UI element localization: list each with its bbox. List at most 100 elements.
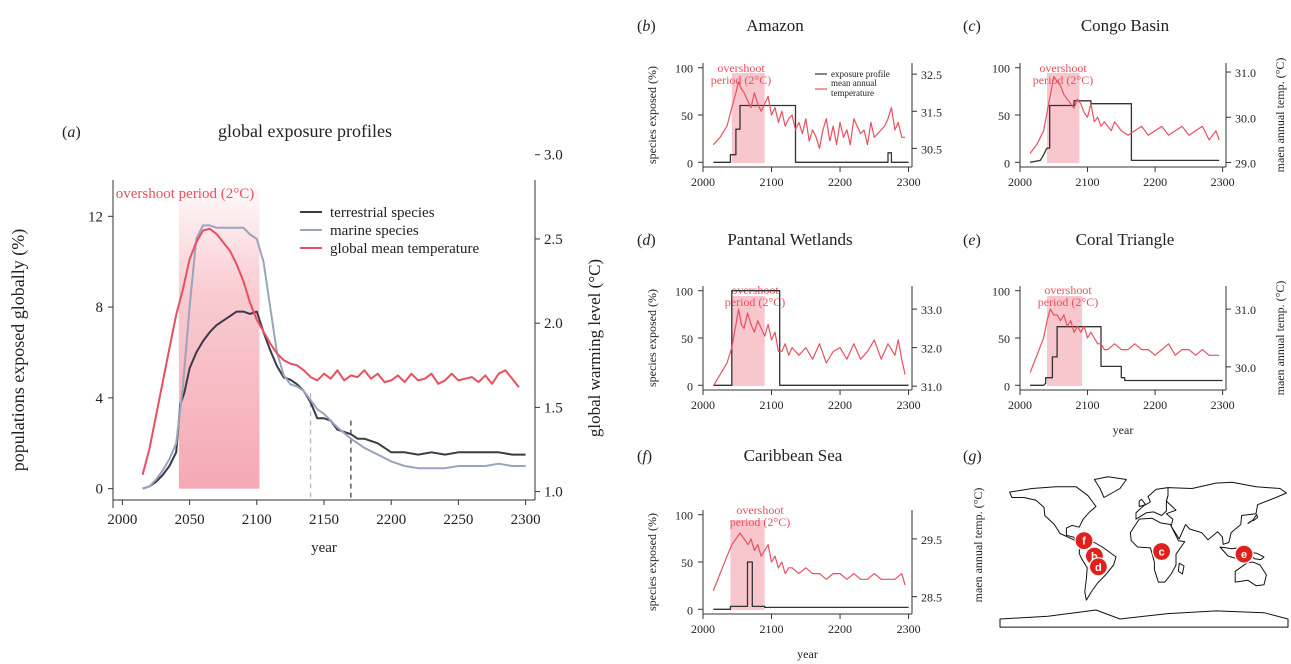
legend-entry-line2: temperature (831, 88, 874, 98)
y2-tick-label: 1.5 (544, 400, 563, 416)
overshoot-band (1047, 73, 1080, 163)
region-marker (1234, 544, 1254, 564)
island-madagascar (1177, 562, 1185, 575)
x-tick-label: 2300 (1211, 175, 1235, 189)
region-marker-label: b (1091, 551, 1098, 563)
y2-tick-label: 29.0 (1235, 156, 1256, 170)
overshoot-label: overshoot (736, 503, 784, 517)
series-line (712, 308, 906, 387)
x-tick-label: 2200 (828, 398, 852, 412)
y-tick-label: 100 (992, 285, 1010, 299)
chart-title: Congo Basin (1081, 16, 1170, 35)
legend-entry: exposure profile (831, 69, 890, 79)
y2-tick-label: 31.0 (1235, 303, 1256, 317)
island-britain (1138, 498, 1147, 507)
overshoot-label-line2: period (2°C) (725, 295, 785, 309)
series-line (713, 104, 909, 163)
continent-australia (1234, 561, 1267, 587)
series-line (1029, 308, 1220, 373)
map-panel: (g) maen annual temp. (°C) fbd c e (963, 448, 1289, 628)
region-marker (1088, 557, 1109, 577)
series-line (142, 310, 526, 490)
y2-tick-label: 32.5 (921, 68, 942, 82)
y-tick-label: 8 (96, 300, 104, 316)
overshoot-label-line2: period (2°C) (1038, 295, 1098, 309)
x-tick-label: 2250 (443, 512, 473, 528)
x-tick-label: 2100 (760, 398, 784, 412)
series-line (142, 224, 526, 490)
overshoot-band (731, 296, 765, 386)
y2-tick-label: 32.0 (921, 342, 942, 356)
y2-tick-label: 1.0 (544, 485, 563, 501)
panel-label: (c) (963, 18, 981, 35)
y-tick-label: 100 (675, 62, 693, 76)
x-tick-label: 2000 (1008, 398, 1032, 412)
y2-tick-label: 31.0 (1235, 66, 1256, 80)
y-tick-label: 12 (88, 209, 103, 225)
series-line (713, 290, 909, 386)
y-axis-label: species exposed (%) (645, 513, 659, 611)
overshoot-label: overshoot (717, 61, 765, 75)
x-tick-label: 2300 (511, 512, 541, 528)
x-tick-label: 2000 (691, 398, 715, 412)
y-tick-label: 4 (96, 391, 104, 407)
region-marker-label: e (1241, 549, 1247, 561)
legend-entry: mean annual (831, 78, 877, 88)
x-tick-label: 2000 (1008, 175, 1032, 189)
series-line (713, 561, 909, 610)
chart-title: Amazon (746, 16, 804, 35)
y-axis-label: species exposed (%) (645, 66, 659, 164)
series-line (712, 80, 906, 149)
panel-label: (e) (963, 232, 981, 249)
y2-tick-label: 29.5 (921, 533, 942, 547)
y2-tick-label: 3.0 (544, 148, 563, 164)
overshoot-label-line2: period (2°C) (1033, 73, 1093, 87)
x-tick-label: 2150 (309, 512, 339, 528)
chart-title: Coral Triangle (1076, 230, 1175, 249)
island-japan (1247, 514, 1259, 525)
x-tick-label: 2300 (1211, 398, 1235, 412)
y-tick-label: 100 (992, 62, 1010, 76)
region-marker-label: c (1159, 547, 1165, 559)
x-tick-label: 2200 (376, 512, 406, 528)
y2-tick-label: 33.0 (921, 303, 942, 317)
overshoot-label-line2: period (2°C) (730, 515, 790, 529)
legend-entry: terrestrial species (330, 205, 435, 221)
y2-tick-label: 30.0 (1235, 111, 1256, 125)
x-tick-label: 2050 (175, 512, 205, 528)
overshoot-label-line2: period (2°C) (711, 73, 771, 87)
region-marker (1151, 541, 1172, 562)
x-tick-label: 2000 (107, 512, 137, 528)
x-tick-label: 2100 (1076, 175, 1100, 189)
chart-title: global exposure profiles (218, 121, 392, 141)
overshoot-band (178, 190, 260, 489)
region-marker-label: d (1095, 562, 1102, 574)
overshoot-label: overshoot (1039, 61, 1087, 75)
y2-axis-label: maen annual temp. (°C) (1273, 281, 1287, 396)
series-line (1029, 75, 1220, 154)
x-tick-label: 2000 (691, 622, 715, 636)
overshoot-label: overshoot (1044, 283, 1092, 297)
y2-tick-label: 28.5 (921, 591, 942, 605)
continent-greenland (1093, 476, 1127, 498)
x-tick-label: 2100 (242, 512, 272, 528)
chart-panel-a: overshoot period (2°C) global exposure pr… (8, 121, 604, 556)
series-line (1029, 100, 1220, 163)
legend-entry: global mean temperature (330, 241, 479, 257)
y-tick-label: 100 (675, 285, 693, 299)
chart-title: Pantanal Wetlands (727, 230, 852, 249)
y2-tick-label: 2.5 (544, 232, 563, 248)
y-tick-label: 50 (998, 332, 1010, 346)
y-tick-label: 50 (998, 109, 1010, 123)
legend-entry: marine species (330, 223, 419, 239)
y-tick-label: 0 (687, 603, 693, 617)
y-tick-label: 100 (675, 509, 693, 523)
y-tick-label: 0 (1004, 156, 1010, 170)
series-line (1030, 326, 1223, 386)
region-marker (1074, 531, 1094, 551)
